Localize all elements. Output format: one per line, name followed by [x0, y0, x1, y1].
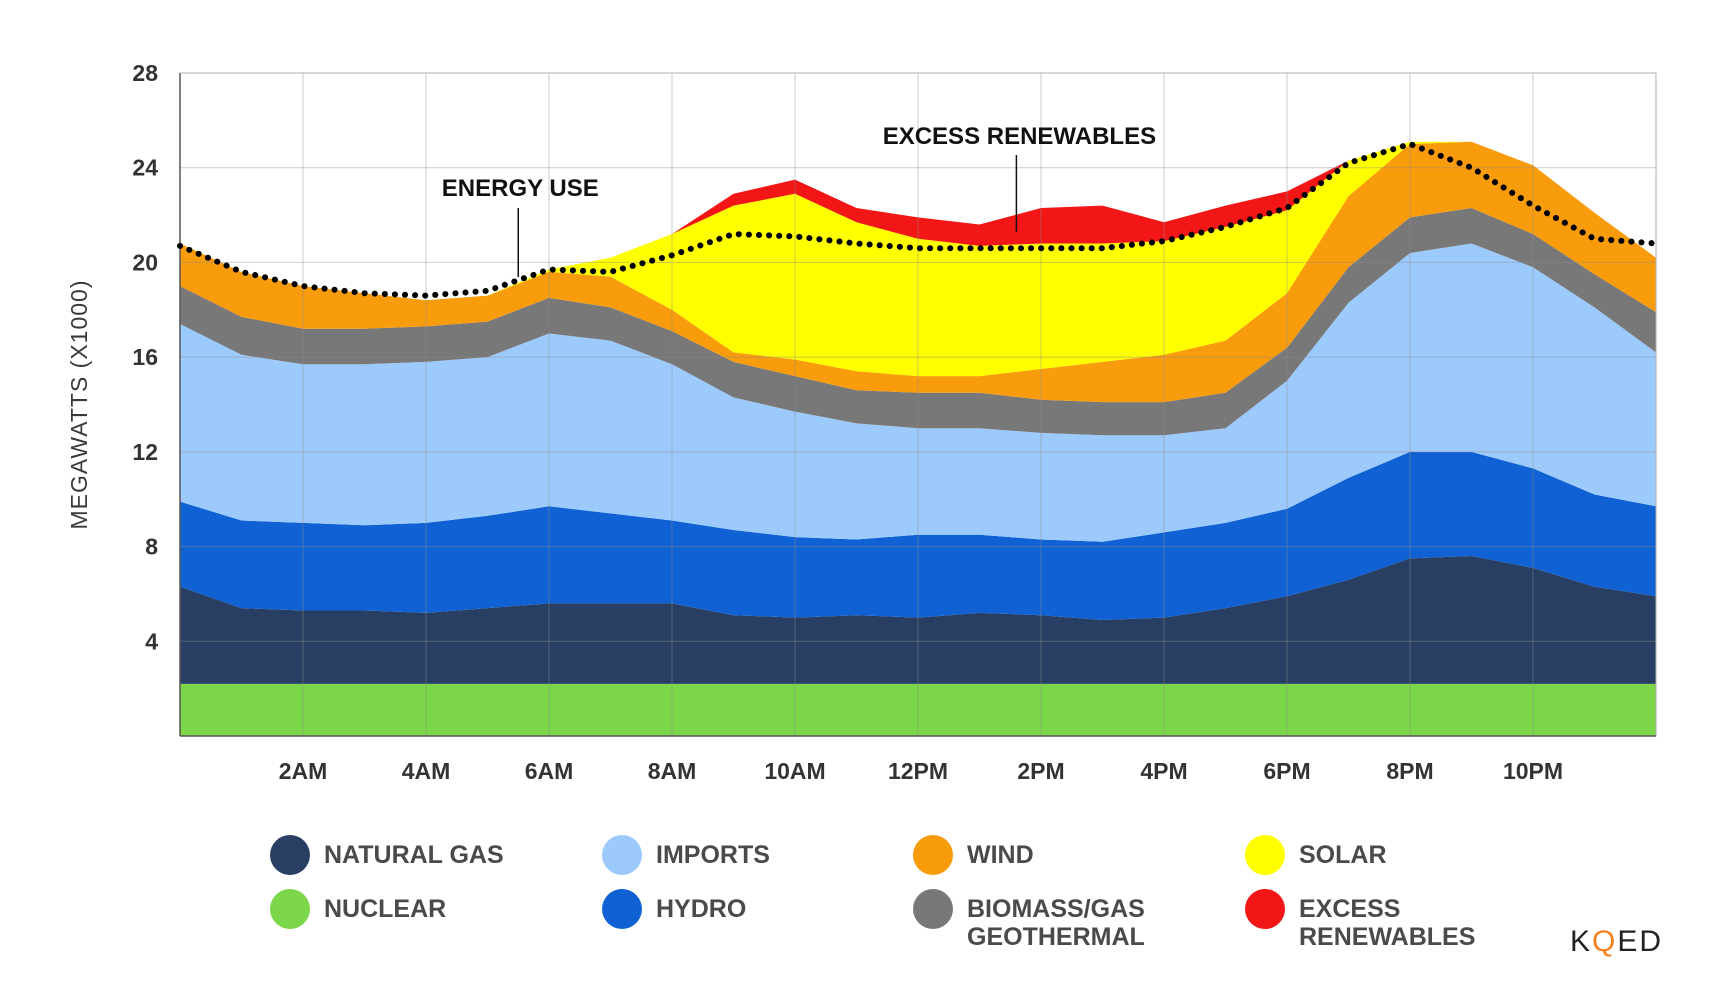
kqed-logo: KQED — [1570, 925, 1663, 959]
x-tick-label: 4PM — [1140, 758, 1187, 784]
legend-swatch — [913, 889, 953, 929]
legend-label: BIOMASS/GAS GEOTHERMAL — [967, 895, 1145, 951]
legend-label: NUCLEAR — [324, 895, 447, 923]
legend-swatch — [270, 889, 310, 929]
legend-item: BIOMASS/GAS GEOTHERMAL — [913, 889, 1145, 951]
x-tick-label: 2AM — [279, 758, 328, 784]
logo-k: K — [1570, 925, 1593, 958]
legend-item: SOLAR — [1245, 835, 1387, 875]
legend: NATURAL GAS IMPORTS WIND SOLAR NUCLEAR HYDRO B… — [270, 835, 1475, 965]
logo-q: Q — [1592, 925, 1618, 958]
legend-swatch — [1245, 835, 1285, 875]
legend-item: HYDRO — [602, 889, 746, 929]
legend-item: EXCESS RENEWABLES — [1245, 889, 1475, 951]
y-tick-label: 12 — [132, 439, 158, 465]
x-tick-label: 4AM — [402, 758, 451, 784]
y-tick-label: 24 — [132, 155, 158, 181]
area-wind — [180, 141, 1656, 403]
y-tick-label: 16 — [132, 344, 158, 370]
y-axis-title: MEGAWATTS (X1000) — [66, 279, 92, 529]
x-tick-label: 10AM — [764, 758, 825, 784]
area-nuclear — [180, 683, 1656, 736]
energy-use-line — [177, 141, 1659, 299]
legend-item: NATURAL GAS — [270, 835, 504, 875]
x-tick-label: 8AM — [648, 758, 697, 784]
legend-swatch — [602, 835, 642, 875]
legend-item: WIND — [913, 835, 1034, 875]
logo-ed: ED — [1617, 925, 1664, 958]
legend-label: SOLAR — [1299, 841, 1387, 869]
x-tick-label: 10PM — [1503, 758, 1563, 784]
legend-swatch — [270, 835, 310, 875]
area-natural-gas — [180, 556, 1656, 684]
y-tick-label: 4 — [145, 628, 158, 654]
x-tick-label: 6AM — [525, 758, 574, 784]
y-tick-label: 8 — [145, 534, 158, 560]
legend-label: IMPORTS — [656, 841, 770, 869]
area-imports — [180, 243, 1656, 542]
area-biomass-gas-geothermal — [180, 208, 1656, 436]
legend-item: IMPORTS — [602, 835, 770, 875]
legend-swatch — [1245, 889, 1285, 929]
area-excess-renewables — [180, 141, 1656, 301]
y-tick-label: 28 — [132, 60, 158, 86]
x-tick-label: 6PM — [1263, 758, 1310, 784]
legend-label: HYDRO — [656, 895, 747, 923]
area-hydro — [180, 451, 1656, 620]
excess-renewables-annotation: EXCESS RENEWABLES — [883, 123, 1156, 150]
legend-swatch — [913, 835, 953, 875]
legend-label: EXCESS RENEWABLES — [1299, 895, 1476, 951]
x-tick-label: 8PM — [1386, 758, 1433, 784]
x-tick-label: 12PM — [888, 758, 948, 784]
legend-label: NATURAL GAS — [324, 841, 504, 869]
energy-use-annotation: ENERGY USE — [442, 175, 599, 202]
legend-swatch — [602, 889, 642, 929]
legend-item: NUCLEAR — [270, 889, 446, 929]
x-tick-label: 2PM — [1017, 758, 1064, 784]
legend-label: WIND — [967, 841, 1034, 869]
area-solar — [180, 141, 1656, 377]
y-tick-label: 20 — [132, 249, 158, 275]
